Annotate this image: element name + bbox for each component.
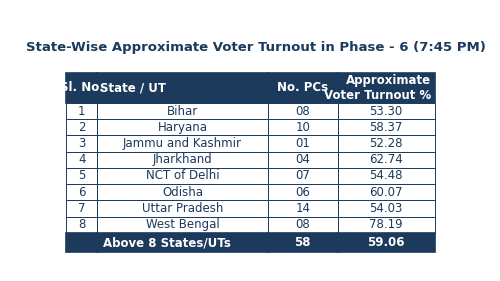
Text: 3: 3 [78, 137, 86, 150]
Bar [338, 152, 434, 168]
Text: 4: 4 [78, 153, 86, 166]
Text: Jammu and Kashmir: Jammu and Kashmir [123, 137, 242, 150]
Text: 08: 08 [296, 105, 310, 117]
Bar [268, 168, 338, 184]
Bar [268, 135, 338, 152]
Bar [268, 152, 338, 168]
Bar [268, 103, 338, 119]
Text: Approximate
Voter Turnout %: Approximate Voter Turnout % [324, 74, 432, 102]
Text: 52.28: 52.28 [370, 137, 403, 150]
Text: 53.30: 53.30 [370, 105, 402, 117]
Bar [66, 200, 98, 217]
Bar [338, 103, 434, 119]
Text: No. PCs: No. PCs [277, 81, 328, 94]
Text: 07: 07 [296, 169, 310, 182]
Text: Haryana: Haryana [158, 121, 208, 134]
Text: State / UT: State / UT [100, 81, 166, 94]
Bar [98, 103, 268, 119]
Bar [98, 233, 268, 252]
Text: 6: 6 [78, 186, 86, 199]
Text: 2: 2 [78, 121, 86, 134]
Text: 06: 06 [296, 186, 310, 199]
Text: 58: 58 [294, 236, 311, 249]
Text: Above 8 States/UTs: Above 8 States/UTs [103, 236, 231, 249]
Text: West Bengal: West Bengal [146, 218, 220, 231]
Bar [338, 184, 434, 200]
Text: 60.07: 60.07 [370, 186, 403, 199]
Bar [98, 73, 268, 103]
Bar [268, 184, 338, 200]
Bar [66, 119, 98, 135]
Bar [98, 184, 268, 200]
Text: Odisha: Odisha [162, 186, 203, 199]
Bar [66, 184, 98, 200]
Text: 10: 10 [296, 121, 310, 134]
Text: Bihar: Bihar [167, 105, 198, 117]
Text: Uttar Pradesh: Uttar Pradesh [142, 202, 224, 215]
Text: 5: 5 [78, 169, 86, 182]
Bar [98, 217, 268, 233]
Bar [338, 200, 434, 217]
Bar [268, 233, 338, 252]
Text: Sl. No.: Sl. No. [60, 81, 104, 94]
Text: 58.37: 58.37 [370, 121, 403, 134]
Text: NCT of Delhi: NCT of Delhi [146, 169, 220, 182]
Bar [98, 168, 268, 184]
Text: 59.06: 59.06 [368, 236, 405, 249]
Bar [66, 103, 98, 119]
Text: 54.03: 54.03 [370, 202, 403, 215]
Bar [268, 73, 338, 103]
Text: 01: 01 [296, 137, 310, 150]
Bar [338, 217, 434, 233]
Bar [66, 135, 98, 152]
Bar [338, 119, 434, 135]
Text: 08: 08 [296, 218, 310, 231]
Bar [66, 73, 98, 103]
Text: 1: 1 [78, 105, 86, 117]
Bar [66, 233, 98, 252]
Bar [98, 135, 268, 152]
Text: State-Wise Approximate Voter Turnout in Phase - 6 (7:45 PM): State-Wise Approximate Voter Turnout in … [26, 41, 486, 54]
Text: 04: 04 [296, 153, 310, 166]
Bar [66, 217, 98, 233]
Bar [338, 168, 434, 184]
Bar [66, 168, 98, 184]
Text: 62.74: 62.74 [369, 153, 403, 166]
Text: Jharkhand: Jharkhand [153, 153, 212, 166]
Bar [98, 119, 268, 135]
Text: 54.48: 54.48 [370, 169, 403, 182]
Bar [268, 217, 338, 233]
Bar [66, 152, 98, 168]
Bar [338, 233, 434, 252]
Bar [98, 152, 268, 168]
Text: 8: 8 [78, 218, 86, 231]
Bar [268, 200, 338, 217]
Bar [338, 73, 434, 103]
Text: 14: 14 [295, 202, 310, 215]
Bar [338, 135, 434, 152]
Bar [268, 119, 338, 135]
Text: 7: 7 [78, 202, 86, 215]
Text: 78.19: 78.19 [369, 218, 403, 231]
Bar [98, 200, 268, 217]
